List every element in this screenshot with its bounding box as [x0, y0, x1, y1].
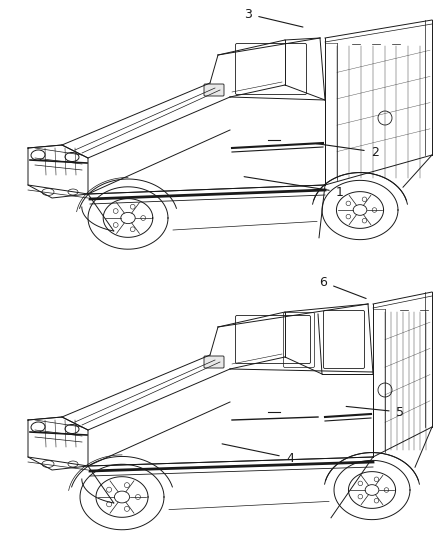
Text: 1: 1 [244, 176, 344, 198]
Text: 6: 6 [319, 276, 366, 298]
FancyBboxPatch shape [204, 84, 224, 96]
Text: 4: 4 [222, 444, 294, 464]
FancyBboxPatch shape [204, 356, 224, 368]
Text: 3: 3 [244, 7, 303, 27]
Text: 2: 2 [316, 143, 379, 158]
Text: 5: 5 [346, 406, 404, 418]
